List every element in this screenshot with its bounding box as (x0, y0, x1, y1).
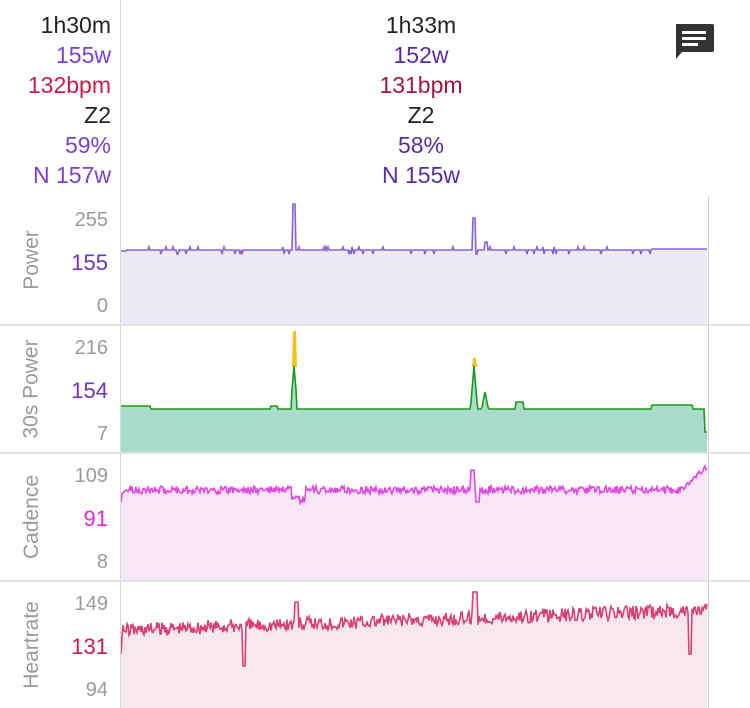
power-tick-top: 255 (74, 209, 108, 231)
cadence-tick-mid: 91 (83, 506, 108, 531)
cadence-label: Cadence (20, 474, 43, 560)
mid-normalized-power: N 155w (382, 162, 460, 188)
power-tick-bottom: 0 (96, 295, 108, 317)
mid-zone: Z2 (407, 102, 435, 128)
heartrate-label: Heartrate (20, 601, 44, 689)
cadence-chart (121, 463, 708, 580)
heartrate-tick-mid: 131 (71, 634, 108, 659)
cadence-panel: Cadence 109 91 8 (0, 454, 750, 580)
power-chart (121, 203, 707, 324)
column-divider (120, 0, 121, 708)
power30-tick-mid: 154 (71, 378, 108, 403)
power30-plot[interactable] (121, 326, 709, 452)
summary-mid-column: 1h33m 152w 131bpm Z2 58% N 155w (122, 10, 720, 190)
heartrate-plot[interactable] (121, 582, 709, 708)
power-panel: Power 255 155 0 (0, 196, 750, 324)
comment-button[interactable] (673, 22, 715, 62)
divider (0, 580, 750, 582)
summary-left-column: 1h30m 155w 132bpm Z2 59% N 157w (0, 10, 111, 190)
summary-header: 1h30m 155w 132bpm Z2 59% N 157w 1h33m 15… (0, 0, 750, 196)
heartrate-tick-top: 149 (74, 593, 108, 615)
left-duration: 1h30m (40, 12, 111, 38)
cadence-line (121, 463, 708, 506)
power-plot[interactable] (121, 196, 709, 324)
left-percent: 59% (64, 132, 111, 158)
power30-tick-bottom: 7 (96, 423, 108, 445)
heartrate-line (121, 591, 708, 667)
power30-label: 30s Power (20, 339, 43, 439)
cadence-tick-bottom: 8 (96, 551, 108, 573)
power30-tick-top: 216 (74, 337, 108, 359)
divider (0, 452, 750, 454)
left-avg-heartrate: 132bpm (27, 72, 111, 98)
power-line (121, 203, 707, 255)
mid-avg-heartrate: 131bpm (379, 72, 463, 98)
mid-avg-power: 152w (393, 42, 449, 68)
comment-icon (676, 24, 714, 59)
left-zone: Z2 (84, 102, 111, 128)
cadence-area (121, 465, 707, 580)
heartrate-panel: Heartrate 149 131 94 (0, 582, 750, 708)
cadence-tick-top: 109 (74, 465, 108, 487)
divider (0, 324, 750, 326)
left-avg-power: 155w (56, 42, 111, 68)
heartrate-chart (121, 591, 708, 708)
power30-peak-2 (471, 358, 478, 367)
power30-peak-1 (291, 331, 298, 367)
power-label: Power (20, 230, 43, 290)
left-normalized-power: N 157w (33, 162, 111, 188)
cadence-plot[interactable] (121, 454, 709, 580)
power30-panel: 30s Power 216 154 7 (0, 326, 750, 452)
mid-duration: 1h33m (385, 12, 457, 38)
mid-percent: 58% (397, 132, 445, 158)
heartrate-tick-bottom: 94 (85, 679, 108, 701)
power30-chart (121, 331, 707, 452)
power30-line (121, 365, 707, 433)
power-area (121, 204, 707, 324)
power-tick-mid: 155 (71, 250, 108, 275)
